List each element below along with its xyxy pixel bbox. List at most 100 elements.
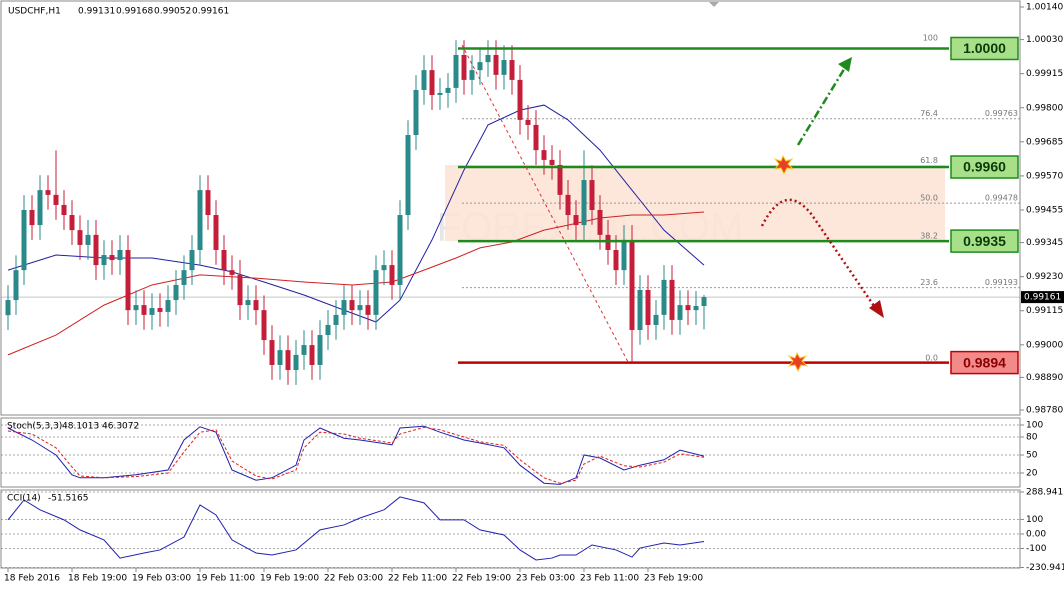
candle-body bbox=[381, 265, 387, 271]
y-tick-label: 100 bbox=[1026, 421, 1043, 431]
scroll-marker bbox=[709, 2, 719, 7]
fib-label: 50.0 bbox=[920, 194, 938, 203]
symbol: USDCHF,H1 bbox=[8, 7, 61, 17]
candle-body bbox=[373, 270, 379, 315]
candle-body bbox=[389, 265, 395, 285]
candle-body bbox=[525, 119, 531, 125]
x-tick-label: 22 Feb 03:00 bbox=[324, 574, 383, 584]
candle-body bbox=[613, 249, 619, 271]
fib-label: 100 bbox=[923, 34, 938, 43]
candle-body bbox=[573, 215, 579, 226]
candle-body bbox=[189, 249, 195, 271]
last-open: 0.99131 bbox=[78, 7, 115, 17]
candle-body bbox=[669, 279, 675, 320]
candle-body bbox=[117, 249, 123, 261]
candle-body bbox=[141, 305, 147, 315]
candle-body bbox=[413, 89, 419, 136]
y-tick-label: 0.99000 bbox=[1026, 340, 1063, 350]
moving-average bbox=[7, 104, 705, 323]
price-tag-label: 0.99161 bbox=[1024, 293, 1061, 303]
candle-body bbox=[317, 335, 323, 365]
x-tick-label: 23 Feb 11:00 bbox=[580, 574, 639, 584]
stoch-title: Stoch(5,3,3) bbox=[7, 422, 62, 432]
fib-label: 23.6 bbox=[920, 278, 938, 287]
candle-body bbox=[405, 135, 411, 216]
candle-body bbox=[325, 324, 331, 336]
indicator-line bbox=[7, 425, 705, 485]
level-box bbox=[950, 229, 1019, 253]
candle-body bbox=[357, 305, 363, 311]
y-tick-label: -100 bbox=[1026, 544, 1047, 554]
candle-body bbox=[501, 60, 507, 75]
candle-body bbox=[285, 350, 291, 370]
y-tick-label: 80 bbox=[1026, 433, 1038, 443]
candle-body bbox=[125, 249, 131, 311]
fib-label: 0.0 bbox=[925, 354, 938, 363]
candle-body bbox=[581, 180, 587, 226]
candle-body bbox=[541, 150, 547, 160]
indicator-line bbox=[7, 426, 705, 484]
x-tick-label: 18 Feb 19:00 bbox=[68, 574, 127, 584]
candle-body bbox=[533, 124, 539, 151]
candle-body bbox=[701, 297, 707, 306]
candle-body bbox=[637, 289, 643, 330]
y-tick-label: 0.99800 bbox=[1026, 103, 1063, 113]
x-tick-label: 23 Feb 03:00 bbox=[516, 574, 575, 584]
candle-body bbox=[437, 92, 443, 96]
candle-body bbox=[221, 249, 227, 271]
y-tick-label: 0.99570 bbox=[1026, 171, 1063, 181]
candle-body bbox=[29, 209, 35, 226]
candle-body bbox=[629, 239, 635, 330]
candle-body bbox=[101, 255, 107, 266]
fib-price: 0.99193 bbox=[985, 278, 1018, 287]
candle-body bbox=[565, 194, 571, 216]
indicator-line bbox=[7, 496, 705, 561]
candle-body bbox=[693, 305, 699, 311]
level-label: 0.9894 bbox=[963, 354, 1006, 370]
last-low: 0.99052 bbox=[154, 7, 191, 17]
candle-body bbox=[461, 55, 467, 80]
y-tick-label: 0.98890 bbox=[1026, 373, 1063, 383]
candle-body bbox=[5, 300, 11, 316]
candle-body bbox=[477, 62, 483, 71]
candle-body bbox=[341, 300, 347, 315]
y-tick-label: 100 bbox=[1026, 515, 1043, 525]
y-tick-label: 50 bbox=[1026, 451, 1038, 461]
candle-body bbox=[245, 300, 251, 306]
fib-price: 0.99478 bbox=[985, 194, 1018, 203]
last-close: 0.99161 bbox=[192, 7, 229, 17]
candle-body bbox=[53, 194, 59, 205]
candle-body bbox=[133, 305, 139, 311]
candle-body bbox=[453, 55, 459, 88]
candle-body bbox=[269, 340, 275, 365]
candle-body bbox=[13, 270, 19, 301]
fib-price: 0.99763 bbox=[985, 109, 1018, 118]
x-tick-label: 19 Feb 03:00 bbox=[132, 574, 191, 584]
candle-body bbox=[549, 159, 555, 165]
y-tick-label: 0.99230 bbox=[1026, 272, 1063, 282]
level-box bbox=[950, 350, 1019, 375]
x-tick-label: 19 Feb 19:00 bbox=[260, 574, 319, 584]
candle-body bbox=[589, 180, 595, 210]
candle-body bbox=[277, 350, 283, 365]
candle-body bbox=[517, 79, 523, 120]
y-tick-label: 0.98780 bbox=[1026, 406, 1063, 416]
y-tick-label: 0.99915 bbox=[1026, 69, 1063, 79]
x-tick-label: 18 Feb 2016 bbox=[4, 574, 60, 584]
candle-body bbox=[85, 234, 91, 245]
candle-body bbox=[205, 190, 211, 216]
x-tick-label: 19 Feb 11:00 bbox=[196, 574, 255, 584]
candle-body bbox=[645, 289, 651, 325]
fib-label: 76.4 bbox=[920, 109, 938, 118]
y-tick-label: 0.99685 bbox=[1026, 137, 1063, 147]
candle-body bbox=[557, 164, 563, 195]
fib-label: 61.8 bbox=[920, 156, 938, 165]
candle-body bbox=[597, 209, 603, 235]
x-tick-label: 22 Feb 11:00 bbox=[388, 574, 447, 584]
candle-body bbox=[45, 190, 51, 195]
level-box bbox=[950, 155, 1019, 179]
y-tick-label: 20 bbox=[1026, 469, 1038, 479]
y-tick-label: 0.99345 bbox=[1026, 238, 1063, 248]
y-tick-label: 0.99455 bbox=[1026, 205, 1063, 215]
candle-body bbox=[509, 60, 515, 80]
